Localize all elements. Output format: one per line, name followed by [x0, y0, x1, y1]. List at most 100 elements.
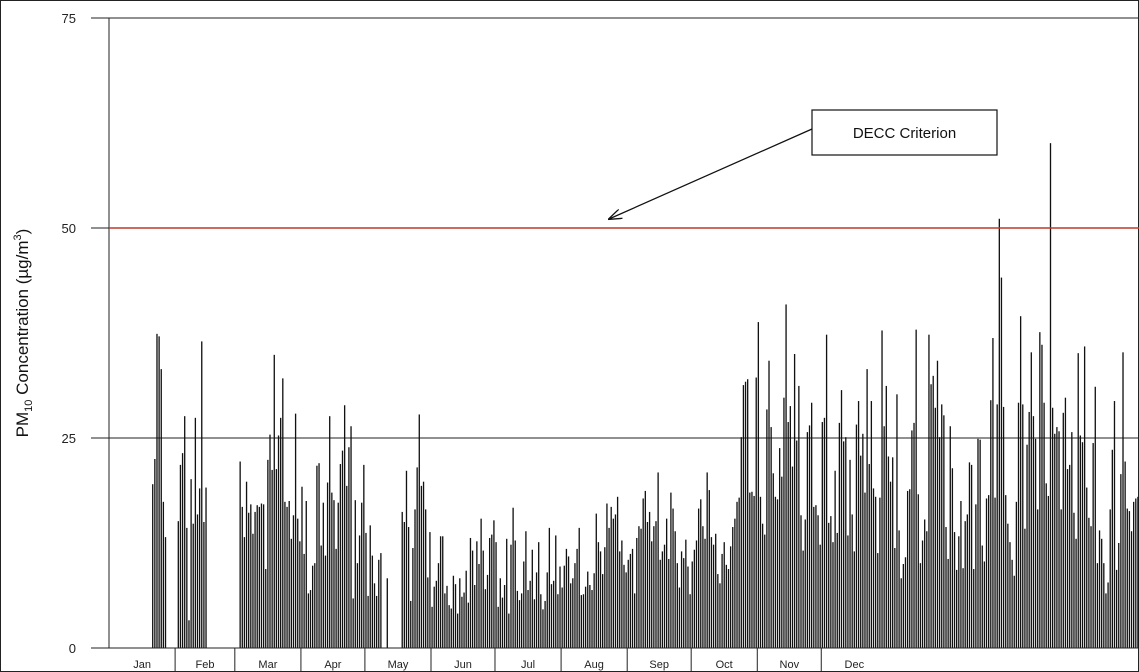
bar-day-160	[448, 605, 450, 648]
bar-day-436	[1037, 509, 1039, 648]
bar-day-94	[307, 593, 310, 648]
callout-box	[811, 109, 998, 156]
bar-day-272	[687, 566, 689, 648]
bar-day-289	[723, 542, 725, 648]
bar-day-469	[1107, 582, 1109, 648]
bar-day-377	[911, 430, 913, 648]
bar-day-142	[410, 600, 412, 648]
bar-day-391	[941, 404, 943, 648]
bar-day-398	[956, 569, 958, 648]
month-label-Jul: Jul	[521, 659, 535, 671]
bar-day-220	[576, 548, 578, 648]
bar-day-95	[309, 590, 312, 648]
bar-day-322	[793, 354, 796, 648]
bar-day-174	[478, 564, 480, 648]
bar-day-223	[582, 594, 585, 648]
bar-day-351	[855, 424, 858, 648]
bar-day-419	[1000, 277, 1003, 648]
bar-day-82	[282, 378, 284, 648]
bar-day-44	[201, 341, 203, 648]
bar-day-417	[996, 404, 998, 648]
bar-day-227	[591, 590, 593, 648]
ylabel-main: PM	[13, 412, 32, 438]
bar-day-71	[258, 506, 260, 648]
bar-day-97	[314, 563, 316, 648]
bar-day-280	[704, 538, 706, 648]
bar-day-208	[550, 584, 553, 648]
bar-day-144	[414, 509, 416, 648]
bar-day-68	[252, 533, 254, 648]
bar-day-383	[924, 519, 926, 648]
y-tick-label-75: 75	[62, 11, 76, 26]
bar-day-445	[1056, 427, 1058, 648]
bar-day-177	[484, 589, 487, 648]
bar-day-124	[371, 555, 374, 648]
bar-day-339	[830, 516, 832, 648]
bar-day-454	[1075, 538, 1077, 648]
ylabel-sup: 3	[12, 234, 24, 240]
bar-day-471	[1111, 449, 1113, 648]
bar-day-361	[877, 553, 879, 648]
bar-day-34	[179, 464, 182, 648]
bar-day-206	[546, 572, 548, 648]
month-label-Mar: Mar	[258, 659, 277, 671]
bar-day-83	[284, 501, 286, 648]
bar-day-127	[378, 559, 380, 648]
bar-day-63	[241, 506, 243, 648]
bar-day-242	[623, 564, 625, 648]
bar-day-222	[580, 595, 583, 648]
bar-day-304	[755, 377, 757, 648]
bar-day-321	[791, 466, 794, 648]
bar-day-270	[683, 558, 685, 648]
bar-day-355	[864, 492, 866, 648]
bar-day-260	[661, 551, 664, 648]
bar-day-175	[480, 518, 482, 648]
bar-day-349	[851, 514, 853, 648]
bar-day-343	[838, 422, 841, 648]
bar-day-329	[808, 425, 811, 648]
bar-day-92	[303, 553, 305, 648]
bar-day-64	[243, 537, 246, 648]
bar-day-298	[742, 385, 745, 648]
x-axis: Jan Feb Mar Apr May Jun Jul Aug Sep Oct Nov Dec	[109, 647, 1139, 672]
bar-day-293	[732, 527, 734, 648]
bar-day-364	[883, 426, 885, 648]
bar-day-307	[761, 523, 764, 648]
bar-day-176	[482, 550, 484, 648]
bar-day-447	[1060, 509, 1062, 648]
bar-day-345	[842, 441, 845, 648]
bar-day-228	[593, 573, 595, 648]
bar-day-326	[802, 550, 804, 648]
month-label-Feb: Feb	[196, 659, 215, 671]
bar-day-104	[329, 416, 331, 648]
bar-day-243	[625, 572, 627, 648]
bar-day-283	[710, 537, 713, 648]
bar-day-156	[439, 536, 442, 648]
bar-day-269	[680, 551, 683, 648]
bar-day-258	[657, 472, 659, 648]
bar-day-323	[796, 440, 798, 648]
bar-day-265	[672, 508, 674, 648]
bar-day-463	[1094, 386, 1096, 648]
bar-day-466	[1101, 538, 1103, 648]
bar-day-98	[316, 465, 318, 648]
bar-day-480	[1130, 531, 1133, 648]
bar-day-76	[269, 434, 271, 648]
bar-day-256	[653, 526, 655, 648]
bar-day-239	[616, 496, 619, 648]
bar-day-152	[431, 606, 433, 648]
bar-day-105	[331, 492, 333, 648]
bar-day-173	[476, 541, 478, 648]
bar-day-475	[1120, 474, 1122, 648]
bar-day-75	[267, 459, 269, 648]
bar-day-89	[297, 518, 299, 648]
bar-day-402	[964, 521, 966, 648]
bar-day-374	[904, 557, 907, 648]
bar-day-443	[1051, 407, 1054, 648]
bar-day-284	[712, 544, 715, 648]
bar-day-357	[868, 464, 870, 648]
bar-day-182	[495, 542, 497, 648]
bar-day-434	[1032, 416, 1035, 648]
bar-day-191	[514, 540, 516, 648]
bar-day-271	[685, 539, 687, 648]
